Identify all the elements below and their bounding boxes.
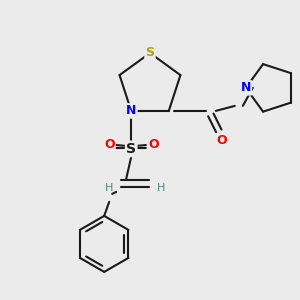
Text: O: O	[217, 134, 227, 147]
Text: H: H	[157, 183, 165, 193]
Text: S: S	[126, 142, 136, 156]
Text: N: N	[241, 81, 251, 94]
Text: O: O	[148, 138, 158, 152]
Text: S: S	[146, 46, 154, 59]
Text: N: N	[126, 104, 136, 117]
Text: O: O	[104, 138, 115, 152]
Text: H: H	[105, 183, 113, 193]
